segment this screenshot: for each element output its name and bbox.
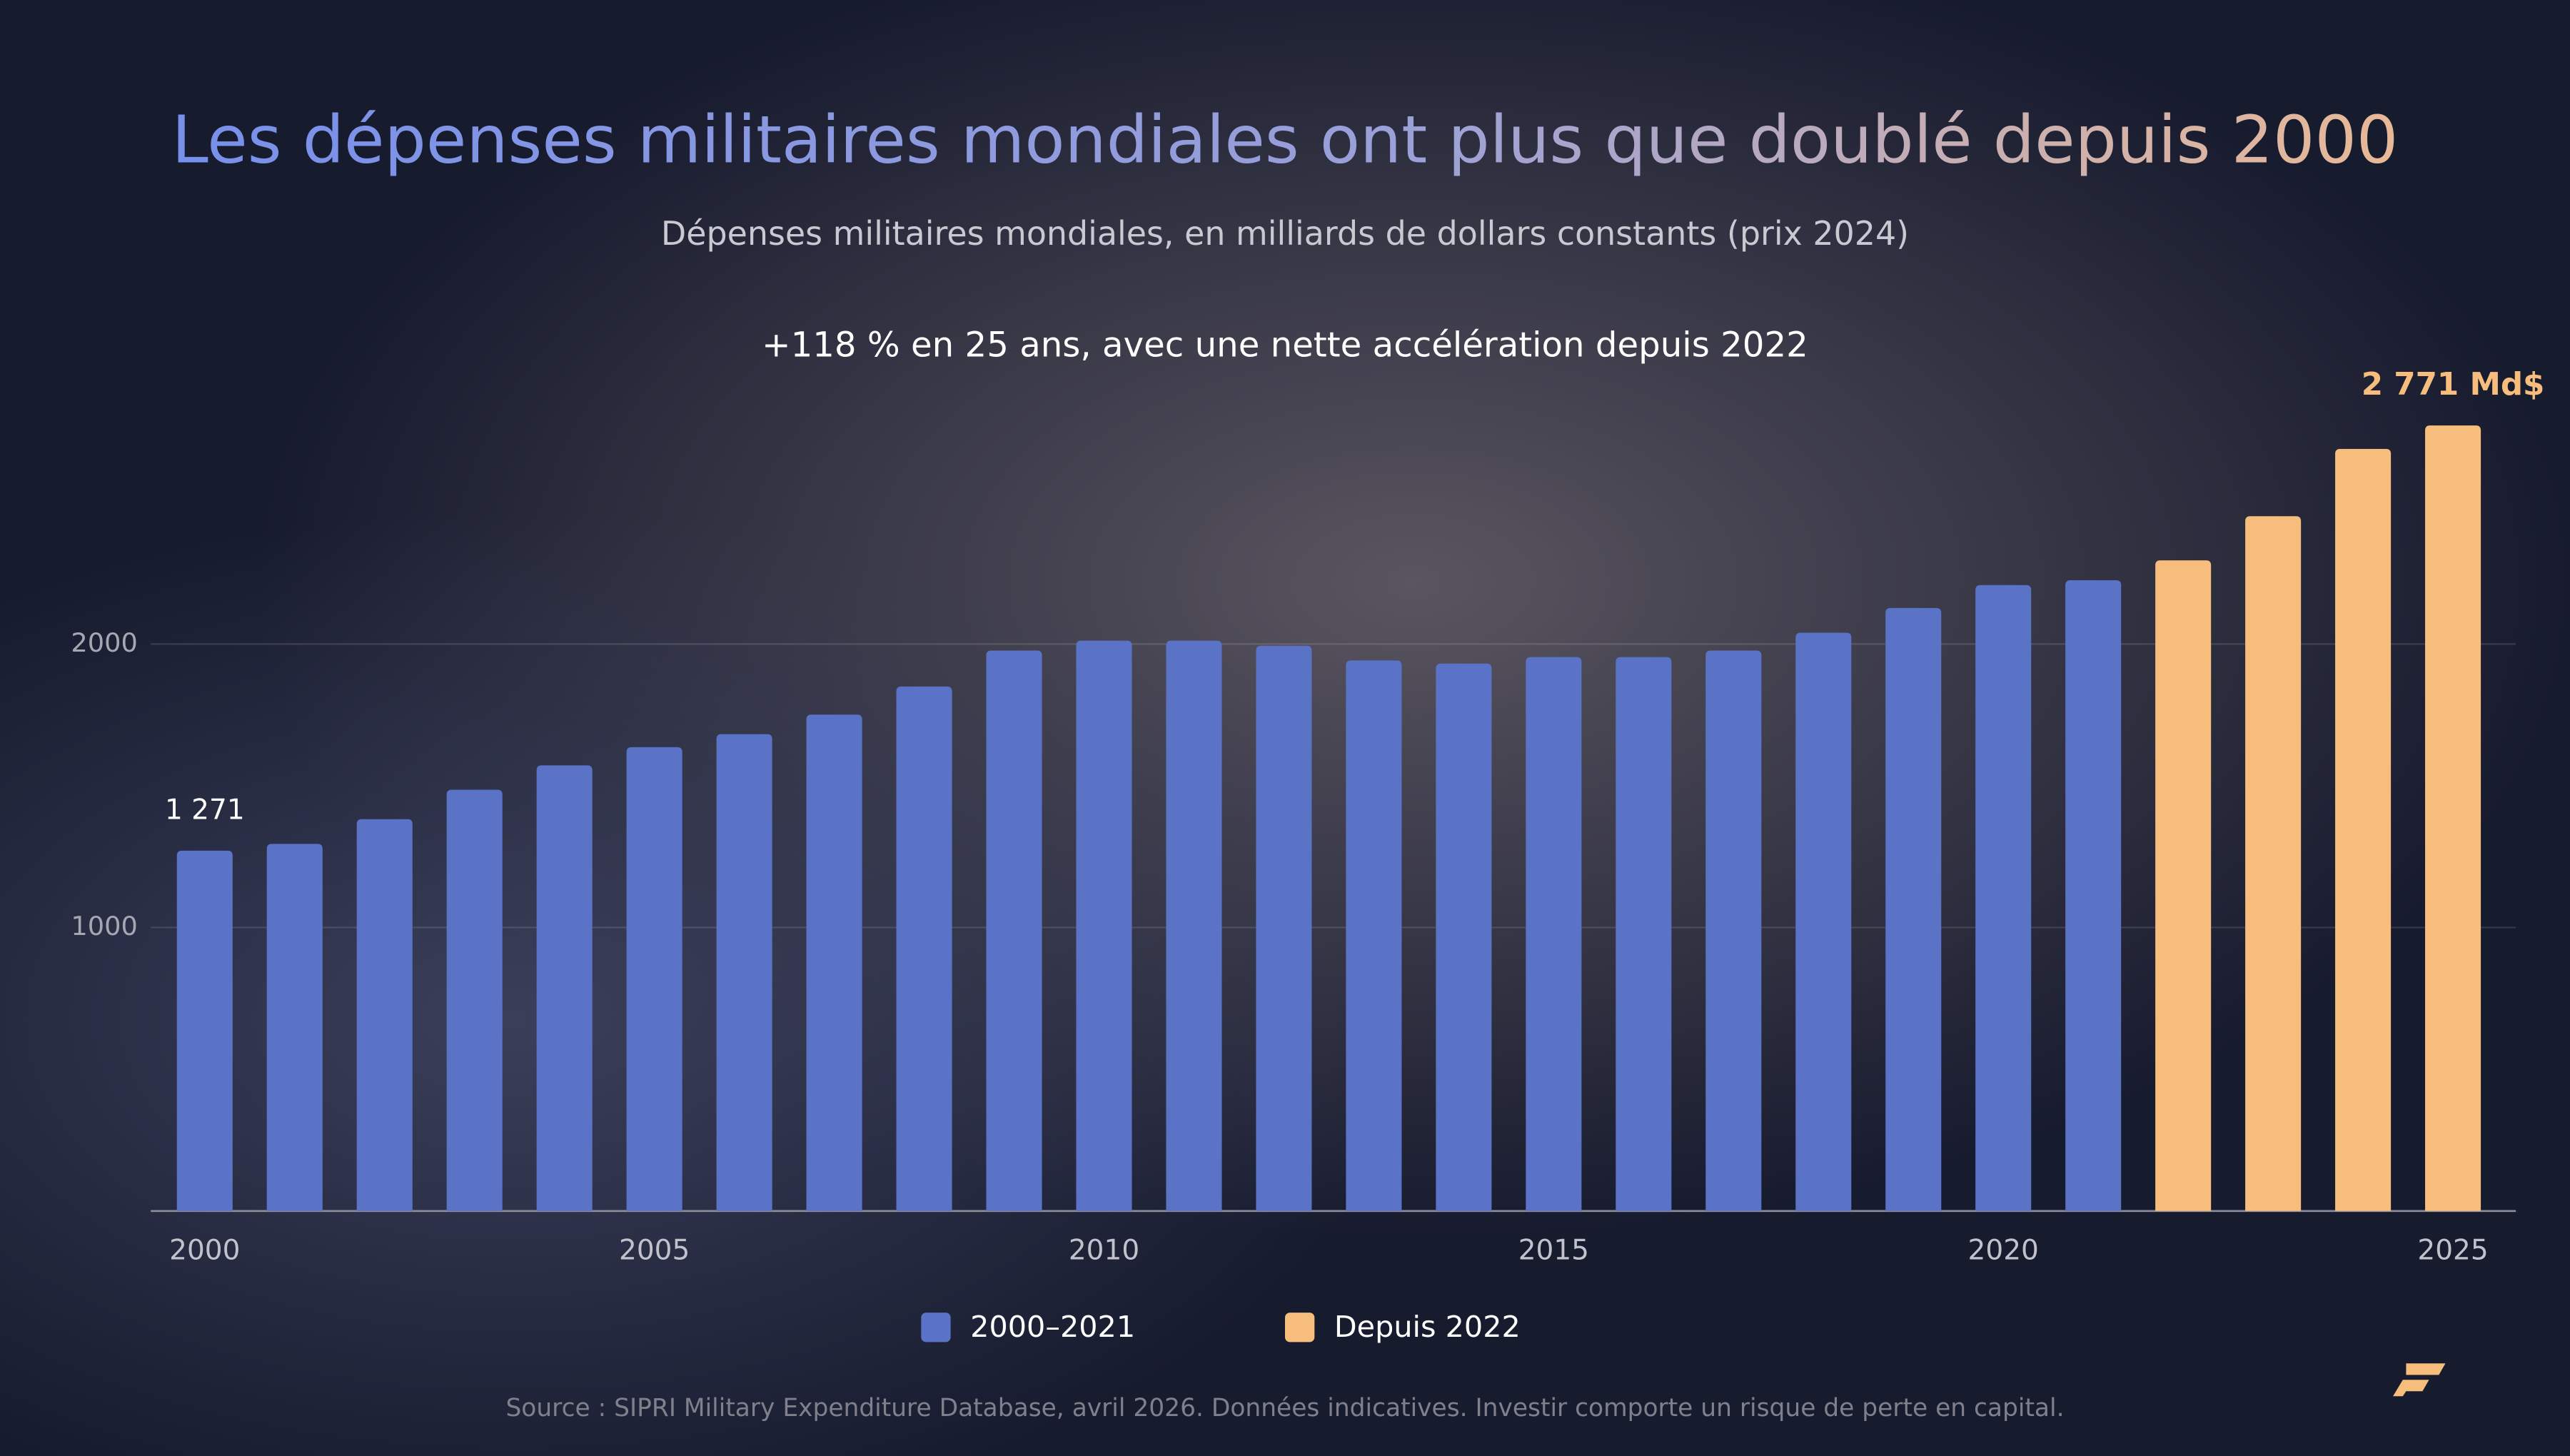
bar (2335, 449, 2392, 1211)
legend-swatch (1285, 1313, 1315, 1343)
bar (2155, 560, 2212, 1211)
bar (356, 819, 413, 1211)
bar (896, 686, 952, 1211)
bar (1436, 663, 1492, 1211)
bar (2425, 425, 2481, 1211)
value-label: 1 271 (165, 794, 245, 826)
value-label: 2 771 Md$ (2362, 367, 2545, 403)
bar (1256, 645, 1312, 1211)
bar (716, 734, 772, 1211)
bar (176, 850, 233, 1211)
bar (986, 650, 1042, 1211)
y-tick-label: 1000 (71, 911, 137, 941)
bar (1076, 640, 1132, 1211)
bar (1526, 657, 1582, 1211)
x-tick-label: 2000 (169, 1235, 240, 1267)
bar (1975, 585, 2032, 1211)
chart-subtitle: Dépenses militaires mondiales, en millia… (661, 214, 1909, 253)
legend-label: 2000–2021 (970, 1310, 1135, 1344)
y-tick-label: 2000 (71, 627, 137, 658)
bar (806, 714, 862, 1211)
bar (1166, 640, 1222, 1211)
bar (2245, 516, 2302, 1211)
bar (1885, 607, 1942, 1211)
x-tick-label: 2005 (619, 1235, 690, 1267)
bar (1705, 650, 1762, 1211)
source: Source : SIPRI Military Expenditure Data… (505, 1394, 2064, 1422)
bar (536, 765, 593, 1211)
bar (1616, 657, 1672, 1211)
annotation: +118 % en 25 ans, avec une nette accélér… (762, 325, 1808, 365)
x-tick-label: 2025 (2417, 1235, 2488, 1267)
bar (626, 747, 682, 1211)
logo (2393, 1363, 2446, 1397)
x-tick-label: 2010 (1069, 1235, 1139, 1267)
bar (1346, 660, 1402, 1211)
chart-title: Les dépenses militaires mondiales ont pl… (172, 101, 2399, 178)
x-tick-label: 2015 (1518, 1235, 1589, 1267)
bar (446, 789, 503, 1211)
bar (2065, 580, 2122, 1211)
x-tick-label: 2020 (1968, 1235, 2039, 1267)
legend-label: Depuis 2022 (1334, 1310, 1521, 1344)
legend-swatch (921, 1313, 951, 1343)
bar (1795, 632, 1852, 1211)
bar (266, 844, 323, 1211)
